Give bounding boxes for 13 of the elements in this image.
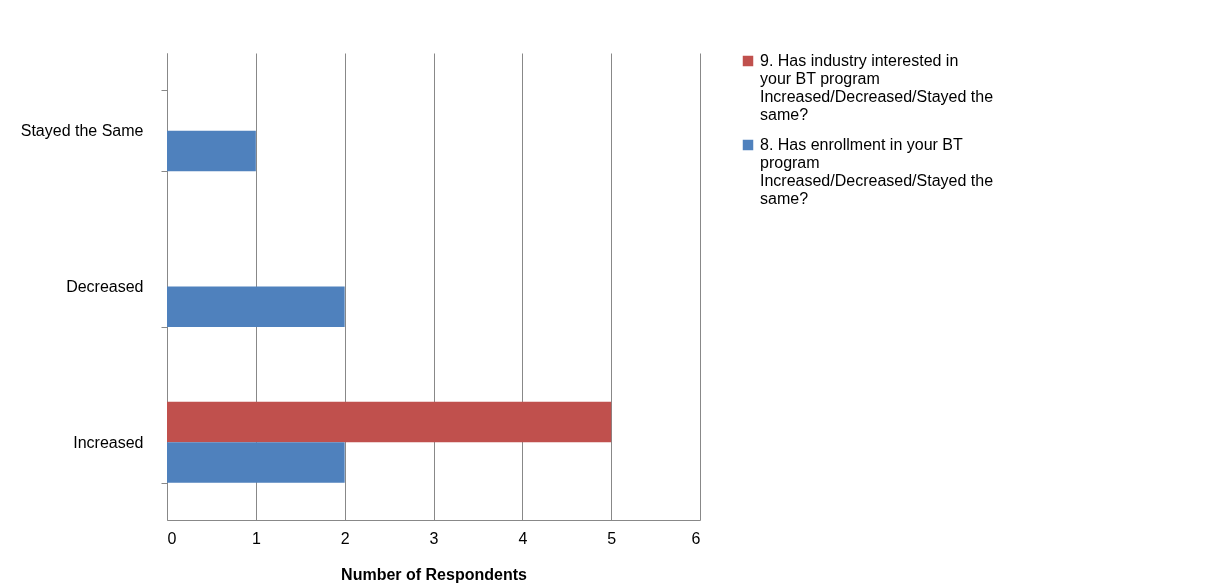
legend-label: 9. Has industry interested in your BT program Increased/Decreased/Stayed the same?: [760, 52, 994, 123]
x-axis-title: Number of Respondents: [341, 565, 527, 583]
y-tick-label: Decreased: [66, 278, 144, 295]
x-tick-label: 4: [518, 529, 528, 547]
x-tick-label: 2: [340, 529, 350, 547]
x-tick-label: 1: [251, 529, 261, 547]
x-tick-label: 0: [167, 529, 177, 547]
x-tick-label: 6: [691, 529, 701, 547]
y-tick-label: Increased: [73, 433, 144, 451]
y-tick-label: Stayed the Same: [20, 122, 144, 140]
x-tick-label: 3: [429, 529, 439, 547]
x-tick-label: 5: [607, 529, 617, 547]
legend-label: 8. Has enrollment in your BT program Increased/Decreased/Stayed the same?: [760, 136, 994, 207]
